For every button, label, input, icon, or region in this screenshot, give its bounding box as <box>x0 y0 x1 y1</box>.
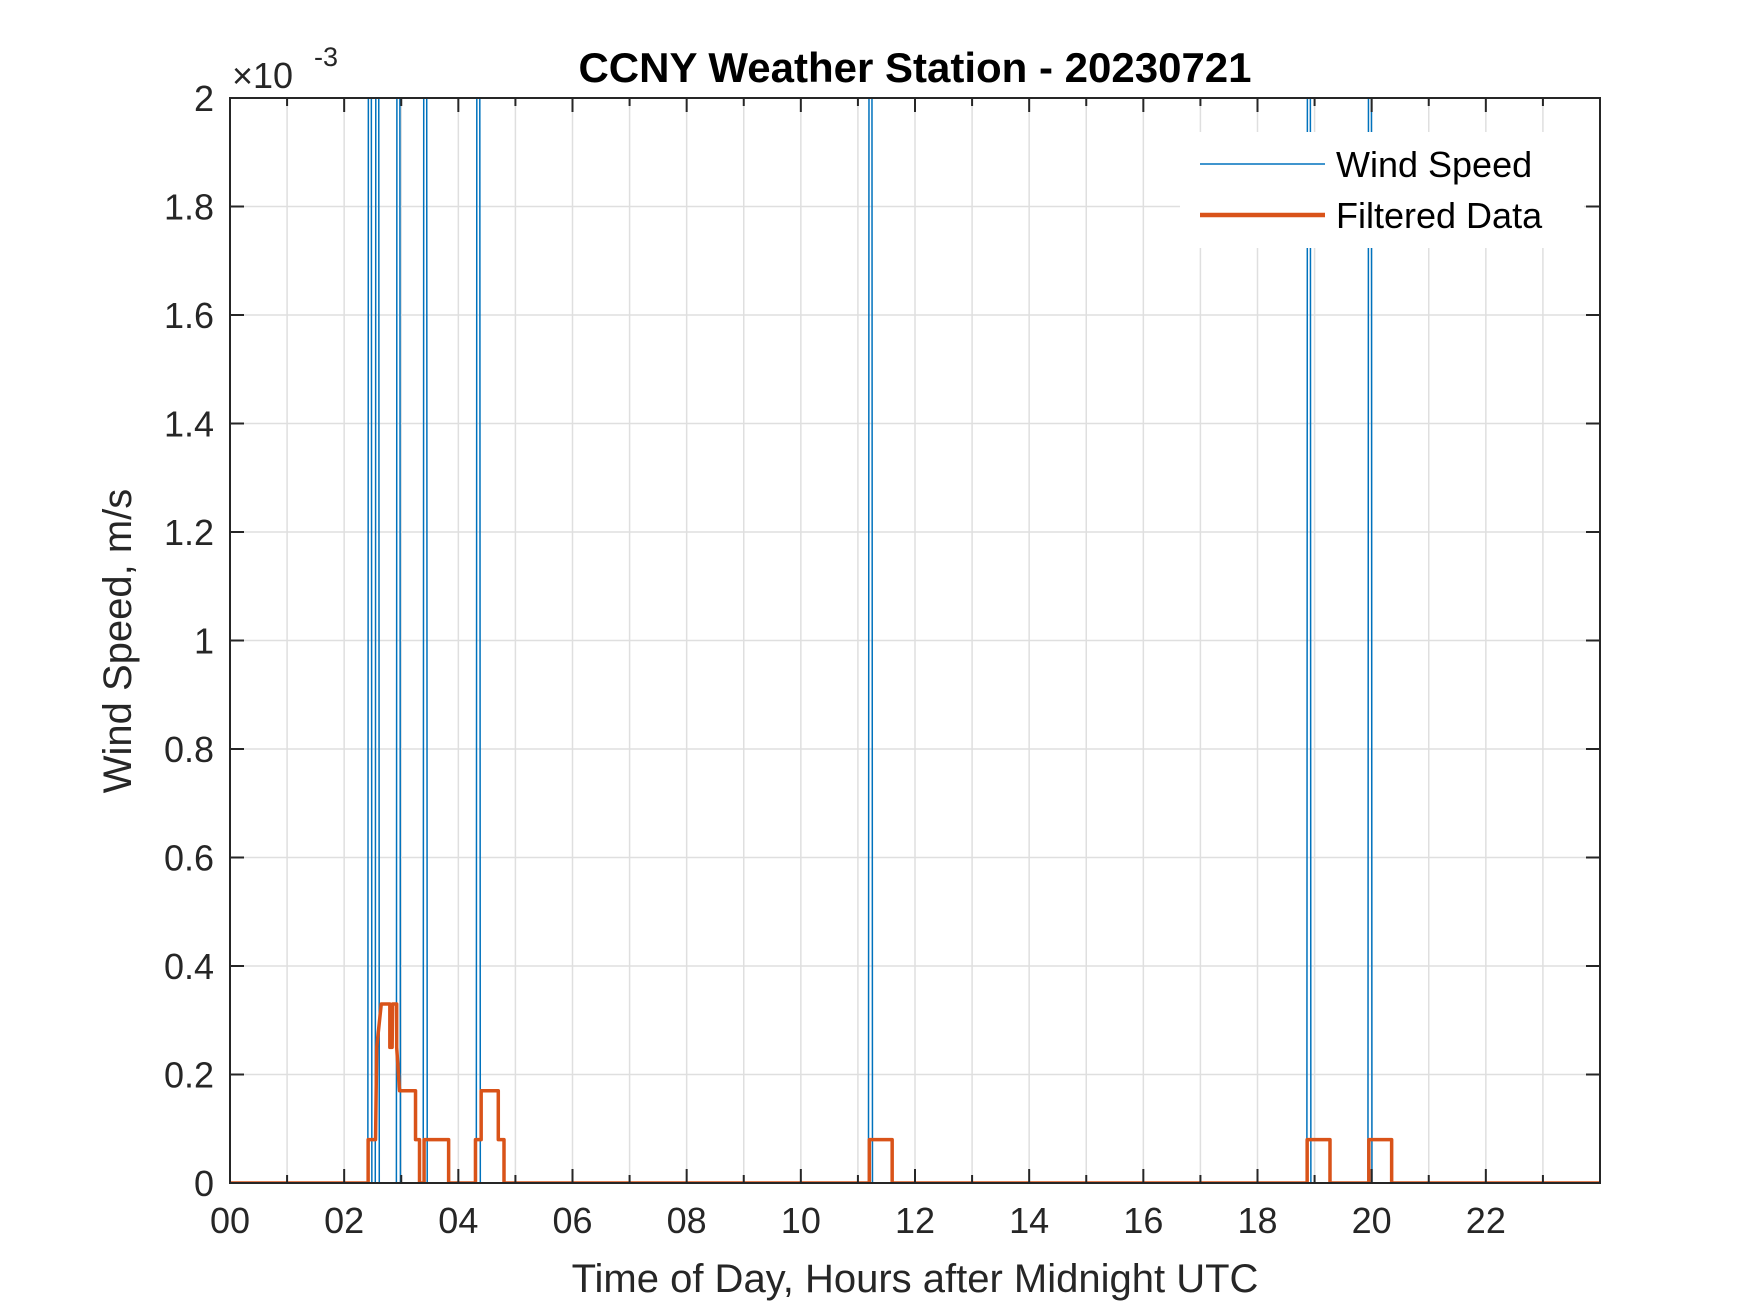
y-tick-label: 1 <box>194 621 214 662</box>
y-axis-exponent: ×10 -3 <box>232 42 338 96</box>
y-tick-label: 1.8 <box>164 187 214 228</box>
y-tick-label: 1.2 <box>164 512 214 553</box>
plot-area <box>230 98 1600 1183</box>
tick-labels: 00 02 04 06 08 10 12 14 16 18 20 22 0 0.2 0.4 0.6 0.8 1 1.… <box>164 78 1506 1241</box>
x-tick-label: 20 <box>1352 1200 1392 1241</box>
y-tick-label: 1.6 <box>164 295 214 336</box>
exponent-power: -3 <box>314 42 338 72</box>
x-tick-label: 22 <box>1466 1200 1506 1241</box>
legend-box <box>1180 132 1584 248</box>
x-tick-label: 08 <box>667 1200 707 1241</box>
exponent-prefix: ×10 <box>232 55 293 96</box>
x-tick-label: 10 <box>781 1200 821 1241</box>
y-tick-label: 0.2 <box>164 1055 214 1096</box>
x-tick-label: 18 <box>1237 1200 1277 1241</box>
x-tick-label: 02 <box>324 1200 364 1241</box>
legend: Wind Speed Filtered Data <box>1180 132 1584 248</box>
y-tick-label: 1.4 <box>164 404 214 445</box>
series-line-filtered-data <box>230 1002 1600 1183</box>
y-axis-label: Wind Speed, m/s <box>96 489 140 794</box>
y-tick-label: 0 <box>194 1163 214 1204</box>
x-axis-label: Time of Day, Hours after Midnight UTC <box>572 1257 1259 1301</box>
legend-label-filtered-data: Filtered Data <box>1336 195 1543 236</box>
x-tick-label: 12 <box>895 1200 935 1241</box>
x-tick-label: 04 <box>438 1200 478 1241</box>
y-tick-label: 0.8 <box>164 729 214 770</box>
x-tick-label: 00 <box>210 1200 250 1241</box>
x-tick-label: 14 <box>1009 1200 1049 1241</box>
x-tick-label: 06 <box>552 1200 592 1241</box>
x-tick-label: 16 <box>1123 1200 1163 1241</box>
y-tick-label: 2 <box>194 78 214 119</box>
chart-title: CCNY Weather Station - 20230721 <box>578 44 1251 91</box>
y-tick-label: 0.6 <box>164 838 214 879</box>
axes-frame <box>229 97 1601 1184</box>
y-tick-label: 0.4 <box>164 946 214 987</box>
legend-label-wind-speed: Wind Speed <box>1336 144 1532 185</box>
